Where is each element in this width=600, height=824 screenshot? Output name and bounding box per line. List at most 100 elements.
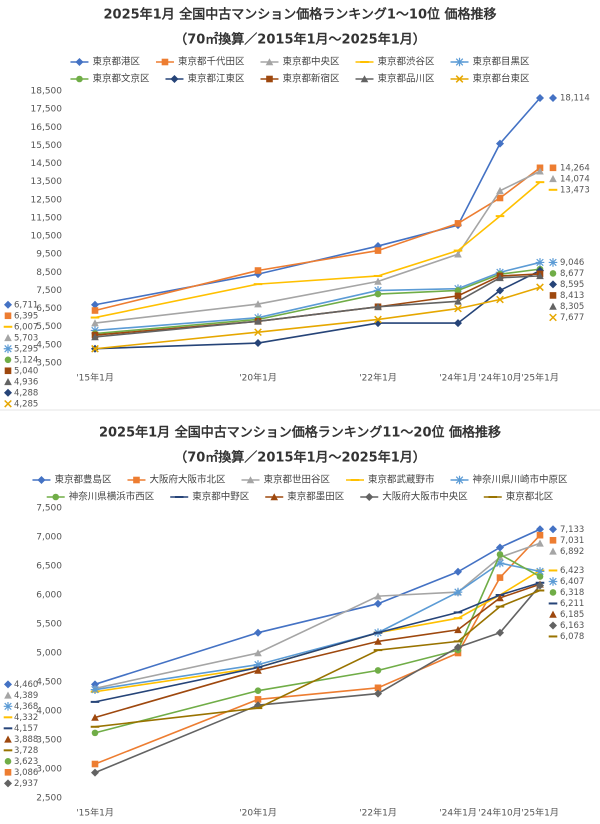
point: [91, 319, 99, 327]
point: [549, 589, 557, 596]
value-label: 6,407: [560, 577, 584, 587]
point: [496, 186, 504, 195]
legend-row: 東京都文京区 東京都江東区 東京都新宿区 東京都品川区 東京都台東区: [70, 73, 530, 85]
point: [254, 696, 262, 703]
point: [91, 760, 99, 768]
point: [454, 250, 462, 258]
point: [374, 599, 382, 608]
legend-entry: 神奈川県川崎市中原区: [450, 474, 569, 486]
series-line: [94, 583, 541, 719]
point: [455, 57, 464, 67]
legend-entry: 東京都港区: [70, 56, 140, 68]
y-tick-label: 15,500: [31, 141, 63, 151]
y-tick-label: 8,500: [36, 268, 62, 278]
point: [535, 258, 545, 267]
x-tick-label: '22年1月: [359, 372, 397, 384]
point: [91, 307, 99, 314]
point: [37, 476, 46, 484]
y-tick-label: 5,000: [36, 649, 62, 659]
point: [161, 58, 169, 66]
legend-entry: 東京都豊島区: [32, 474, 112, 486]
point: [536, 272, 544, 280]
point: [90, 685, 100, 694]
value-label: 6,007: [14, 322, 38, 332]
point: [453, 587, 463, 597]
legend-label: 神奈川県川崎市中原区: [473, 474, 569, 486]
point: [4, 399, 12, 408]
legend-entry: 東京都世田谷区: [241, 474, 330, 486]
point: [374, 592, 382, 600]
point: [374, 290, 382, 298]
point: [365, 493, 374, 501]
legend-entry: 東京都江東区: [165, 73, 245, 85]
value-label: 8,413: [560, 291, 584, 301]
x-tick-label: '20年1月: [239, 807, 277, 819]
series-line: [94, 569, 541, 693]
y-tick-label: 4,000: [36, 707, 62, 717]
point: [4, 356, 12, 364]
legend-entry: 東京都武蔵野市: [346, 474, 435, 486]
value-label: 4,460: [14, 680, 38, 690]
point: [254, 317, 262, 325]
series-line: [94, 553, 541, 734]
point: [374, 315, 382, 324]
point: [374, 689, 382, 698]
point: [495, 558, 505, 568]
point: [91, 680, 99, 689]
point: [536, 525, 544, 534]
value-label: 8,305: [560, 302, 584, 312]
value-label: 6,892: [560, 547, 584, 557]
point: [536, 93, 544, 102]
point: [254, 339, 262, 348]
point: [536, 581, 544, 590]
point: [76, 75, 83, 83]
chart-subtitle: （70㎡換算／2015年1月～2025年1月）: [174, 450, 426, 466]
legend-label: 東京都江東区: [187, 73, 245, 85]
value-label: 3,728: [14, 746, 38, 756]
legend-label: 大阪府大阪市北区: [149, 474, 226, 486]
point: [496, 628, 504, 637]
legend-entry: 東京都中央区: [260, 56, 340, 68]
point: [374, 277, 382, 285]
point: [496, 295, 504, 304]
point: [454, 626, 462, 634]
point: [246, 476, 255, 484]
y-tick-label: 9,500: [36, 250, 62, 260]
y-tick-label: 3,500: [36, 736, 62, 746]
x-tick-label: '25年1月: [521, 372, 559, 384]
point: [265, 58, 274, 66]
point: [496, 273, 504, 282]
legend-label: 東京都渋谷区: [378, 56, 436, 68]
legend-entry: 東京都台東区: [450, 73, 530, 85]
value-label: 6,078: [560, 632, 584, 642]
point: [496, 594, 504, 602]
point: [254, 666, 262, 674]
point: [4, 735, 12, 743]
legend-label: 東京都中野区: [192, 491, 250, 503]
point: [3, 344, 13, 354]
value-label: 6,711: [14, 300, 38, 310]
point: [254, 328, 262, 337]
x-tick-label: '24年10月: [478, 807, 521, 819]
y-tick-label: 14,500: [31, 159, 63, 169]
point: [454, 292, 462, 300]
legend-label: 東京都豊島区: [54, 474, 112, 486]
point: [4, 367, 12, 375]
y-tick-label: 11,500: [31, 213, 63, 223]
point: [170, 75, 179, 83]
legend-entry: 神奈川県横浜市西区: [46, 491, 155, 503]
point: [549, 164, 557, 172]
value-label: 3,623: [14, 757, 38, 767]
series-line: [94, 542, 541, 690]
point: [536, 573, 544, 580]
point: [496, 551, 504, 558]
value-label: 2,937: [14, 779, 38, 789]
legend-label: 東京都北区: [506, 491, 554, 503]
value-label: 6,185: [560, 610, 584, 620]
point: [496, 194, 504, 202]
point: [536, 167, 544, 175]
y-tick-label: 5,500: [36, 322, 62, 332]
point: [536, 539, 544, 547]
point: [454, 220, 462, 227]
